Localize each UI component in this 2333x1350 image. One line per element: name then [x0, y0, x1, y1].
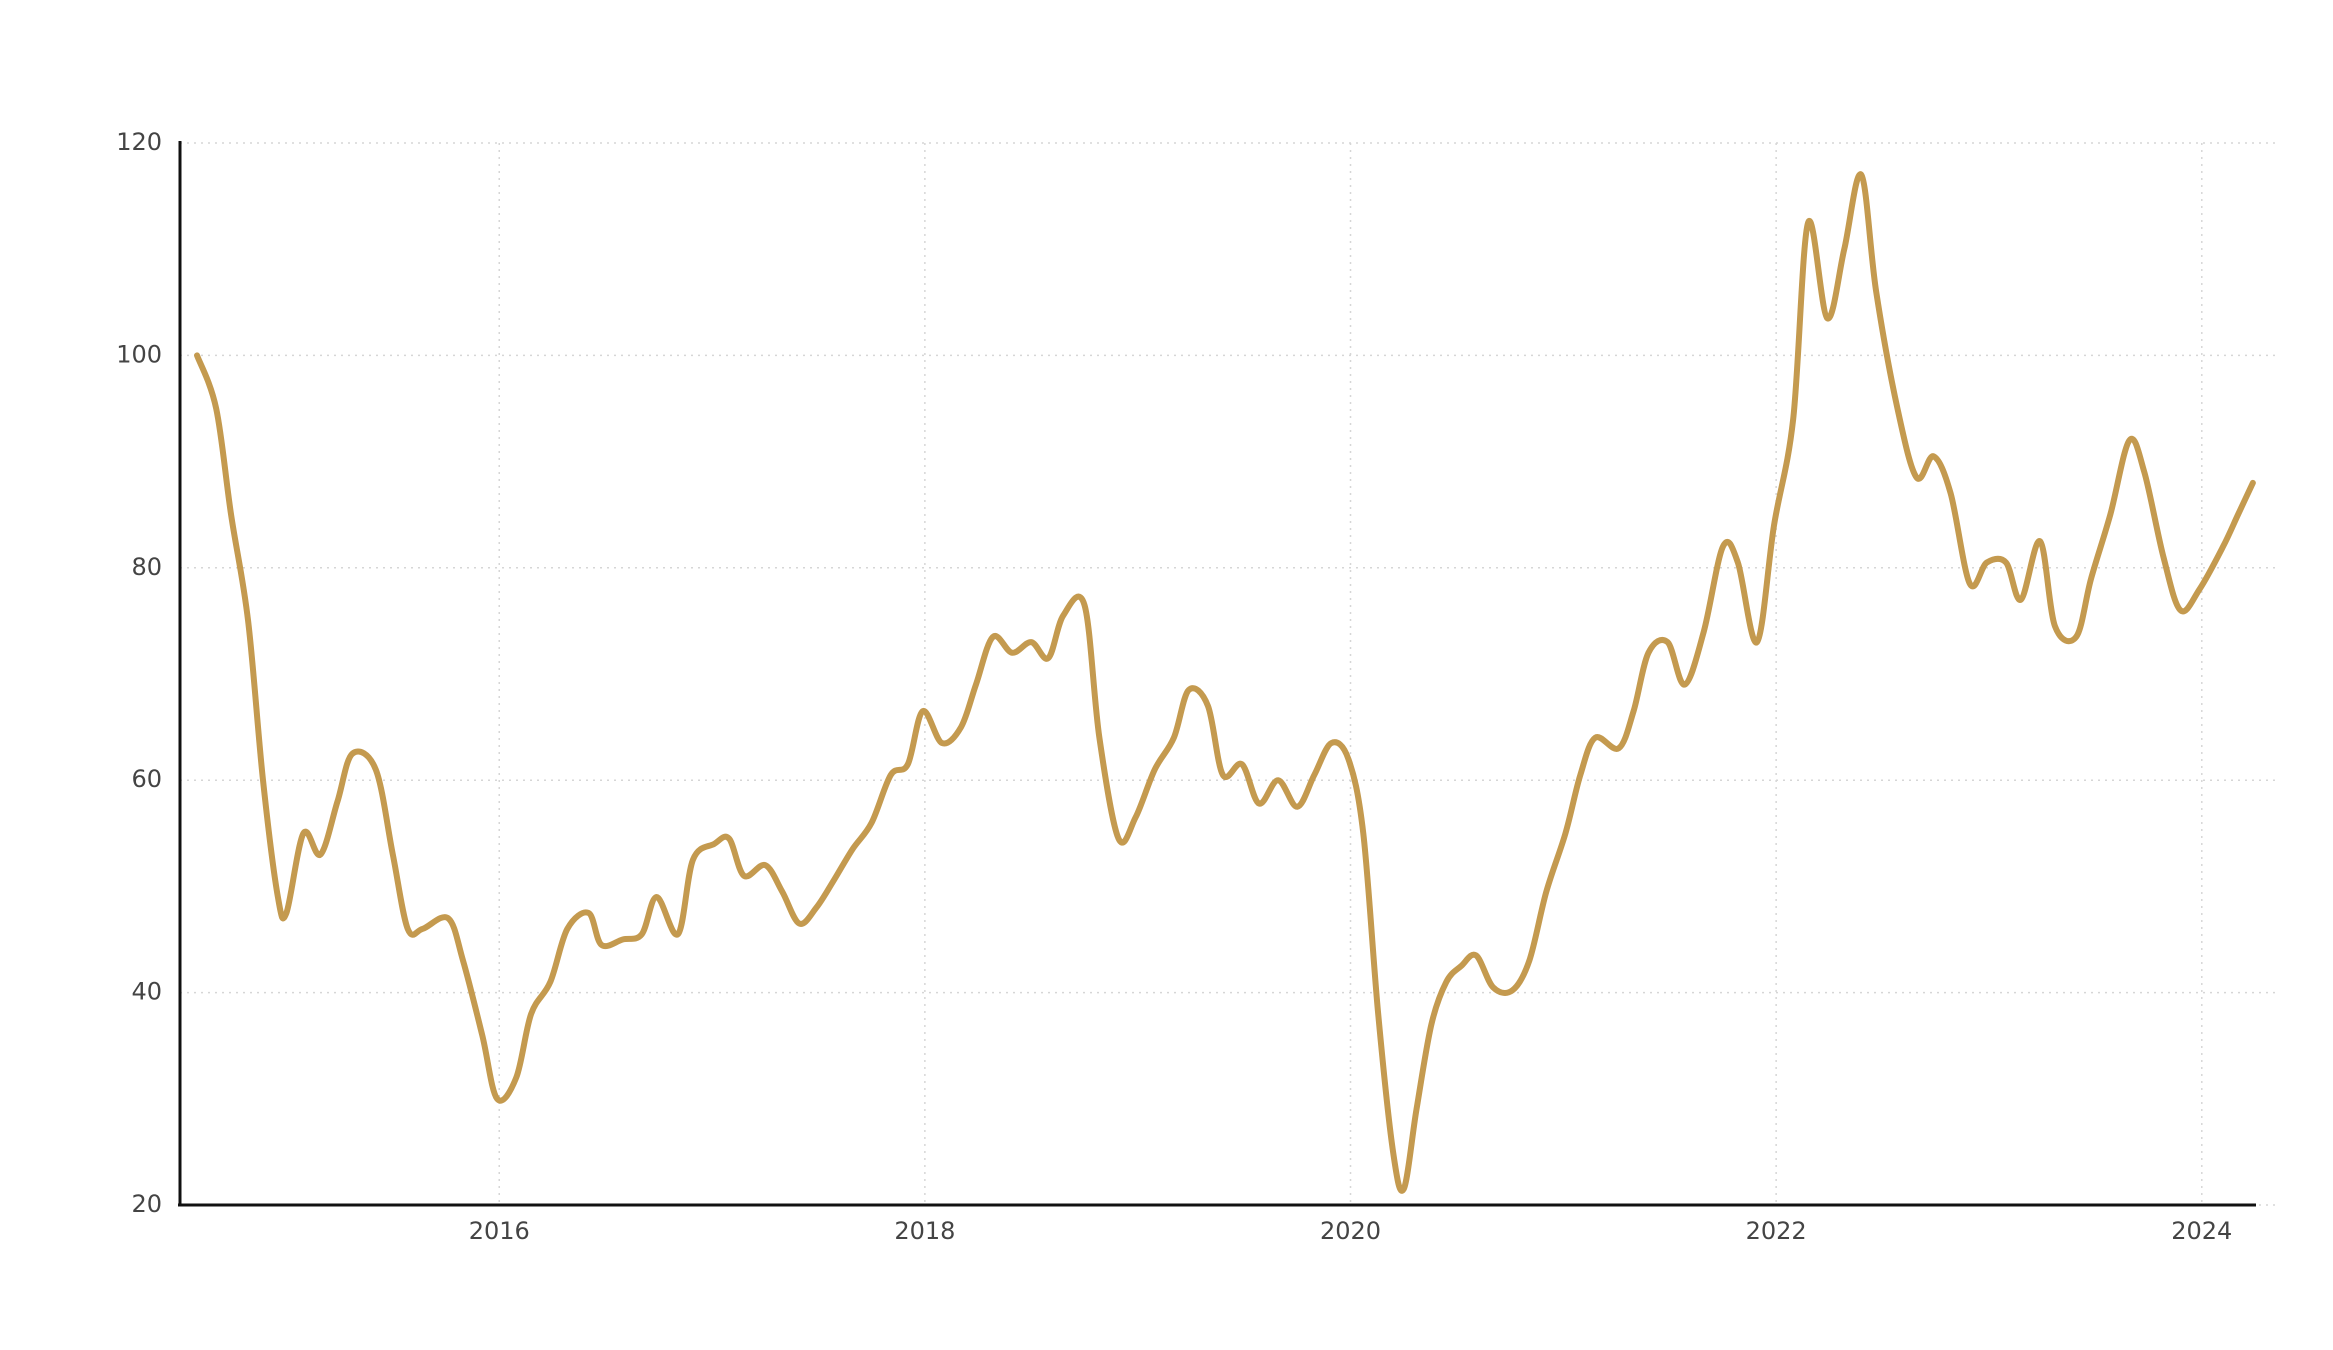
x-tick-label: 2020 — [1320, 1217, 1381, 1245]
y-tick-label: 100 — [116, 340, 162, 368]
y-tick-label: 60 — [131, 765, 162, 793]
x-tick-label: 2016 — [469, 1217, 530, 1245]
x-tick-label: 2024 — [2171, 1217, 2232, 1245]
data-line — [194, 171, 2256, 1194]
y-tick-label: 20 — [131, 1190, 162, 1218]
x-tick-label: 2022 — [1746, 1217, 1807, 1245]
y-tick-label: 40 — [131, 978, 162, 1006]
y-tick-label: 80 — [131, 553, 162, 581]
y-tick-label: 120 — [116, 128, 162, 156]
x-tick-label: 2018 — [894, 1217, 955, 1245]
